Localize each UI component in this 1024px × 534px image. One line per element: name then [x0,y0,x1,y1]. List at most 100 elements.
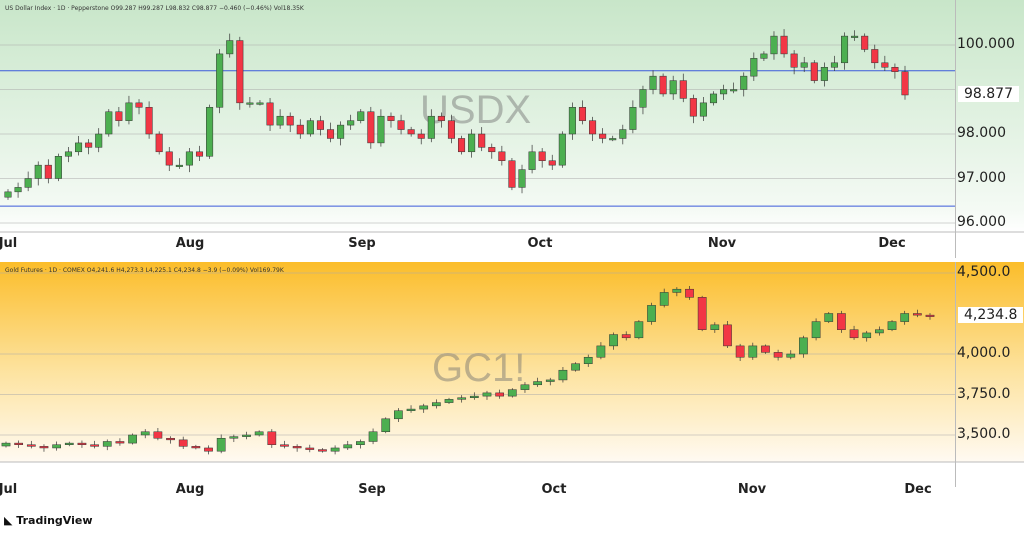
y-tick-label: 96.000 [957,214,1006,230]
candle-body [669,80,677,95]
candle-body [191,446,201,449]
candle-body [596,345,606,358]
candle-body [417,133,425,139]
candle-body [558,133,566,166]
candle-body [1,442,11,447]
candle-body [166,437,175,441]
candle-body [357,111,365,121]
candle-body [95,133,103,148]
candle-body [538,151,546,161]
candle-body [685,288,694,298]
candle-body [621,334,631,339]
candle-body [286,115,294,126]
candle-body [891,67,899,72]
candle-body [165,151,173,166]
candle-body [528,151,536,170]
candle-body [115,441,125,444]
gold-legend: Gold Futures · 1D · COMEX O4,241.6 H4,27… [5,267,284,274]
candle-body [90,444,99,447]
tradingview-logo[interactable]: ◣ TradingView [4,514,93,527]
candle-body [647,305,656,322]
candle-body [377,115,385,144]
candle-body [770,35,778,55]
candle-body [469,395,479,398]
candle-body [837,313,846,330]
candle-body [178,439,188,447]
candle-body [634,321,644,339]
candle-body [578,107,587,121]
usdx-pane[interactable]: US Dollar Index · 1D · Pepperstone O99.2… [0,0,1024,232]
candle-body [720,89,728,95]
candle-body [672,288,682,293]
candle-body [77,442,87,445]
candle-body [730,89,738,92]
candle-body [545,379,555,382]
x-tick-label: Aug [175,482,205,497]
candle-body [790,53,798,68]
candle-body [830,62,838,68]
candle-body [292,446,302,449]
candle-body [368,431,378,442]
y-tick-label: 4,000.0 [957,345,1011,361]
candle-body [520,384,530,390]
candle-body [773,352,783,358]
candle-body [128,434,137,444]
gold-watermark: GC1! [432,346,526,390]
candle-body [498,151,506,161]
y-tick-label: 3,750.0 [957,385,1011,402]
candle-body [406,408,416,411]
candle-body [887,321,897,330]
usdx-legend: US Dollar Index · 1D · Pepperstone O99.2… [5,5,304,12]
candle-body [495,392,505,397]
candle-body [925,314,935,317]
candle-body [629,107,637,130]
x-tick-label: Sep [348,236,376,251]
candle-body [256,102,264,105]
candle-body [153,431,163,439]
candle-body [619,129,627,139]
brand-text: TradingView [16,514,93,527]
x-tick-label: Dec [904,482,932,497]
candle-body [468,133,476,153]
candle-body [280,444,289,447]
x-tick-label: Nov [707,236,737,251]
candle-body [568,107,576,135]
gold-axis-divider [955,262,956,487]
candle-body [548,160,556,166]
candle-body [54,156,62,179]
x-tick-label: Aug [175,236,205,251]
candle-body [407,129,415,135]
candle-body [760,53,768,59]
candle-body [397,120,405,130]
candle-body [710,324,720,330]
candle-body [750,58,758,77]
candle-body [343,444,353,449]
candle-body [185,151,193,166]
candle-body [34,164,42,179]
candle-body [236,40,244,104]
candle-body [709,93,718,104]
candle-body [26,444,36,447]
y-tick-label: 100.000 [957,36,1015,52]
usdx-watermark: USDX [420,88,532,132]
candle-body [697,297,707,330]
candle-body [64,151,72,157]
x-tick-label: Oct [541,482,567,497]
candle-body [140,431,150,436]
candle-body [204,447,213,452]
candle-body [748,345,758,358]
candle-body [115,111,123,121]
candle-body [229,436,239,439]
candle-body [841,35,849,64]
candle-body [266,102,274,126]
candle-body [609,138,617,141]
gold-pane[interactable]: Gold Futures · 1D · COMEX O4,241.6 H4,27… [0,262,1024,462]
usdx-axis-divider [955,0,956,258]
candle-body [533,381,542,386]
candle-body [24,178,32,188]
candle-body [39,446,49,449]
candle-body [482,392,492,397]
x-tick-label: Oct [527,236,553,251]
candle-body [659,292,669,306]
tradingview-icon: ◣ [4,514,17,527]
